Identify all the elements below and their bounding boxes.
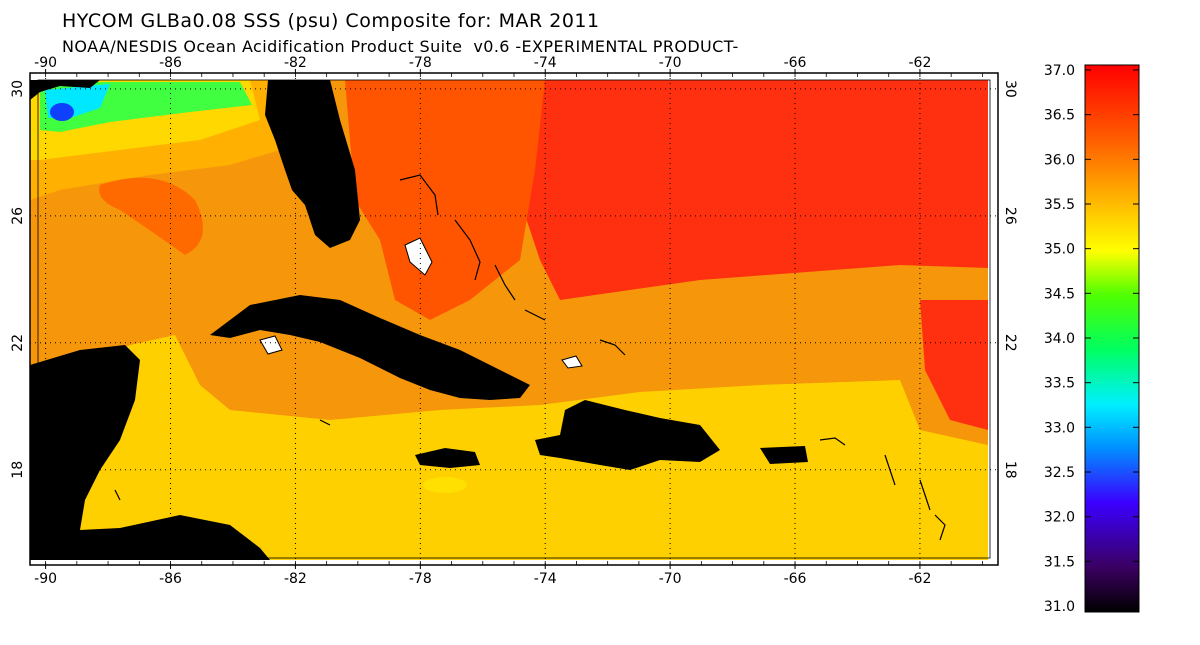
colorbar-label: 33.5 <box>1044 376 1075 392</box>
eastern-red-band <box>920 300 988 430</box>
lon-label-top: -78 <box>409 55 432 71</box>
loop-current-orange <box>99 177 203 255</box>
lon-tick-labels-top: -90 -86 -82 -78 -74 -70 -66 -62 <box>34 55 983 77</box>
lat-label-left: 18 <box>10 461 26 479</box>
caribbean-yellow-region <box>30 335 988 560</box>
lat-label-right: 22 <box>1002 334 1018 352</box>
lon-label-bottom: -74 <box>534 571 557 587</box>
lat-label-right: 26 <box>1002 207 1018 225</box>
lon-label-top: -90 <box>34 55 57 71</box>
jamaica-land <box>415 448 480 468</box>
colorbar-label: 31.5 <box>1044 554 1075 570</box>
map-field <box>30 73 998 565</box>
lat-tick-labels-right: 30 26 22 18 <box>1002 80 1018 479</box>
colorbar-label: 35.0 <box>1044 242 1075 258</box>
colorbar-label: 33.0 <box>1044 420 1075 436</box>
colorbar-label: 36.5 <box>1044 108 1075 124</box>
colorbar-label: 31.0 <box>1044 599 1075 615</box>
lon-label-top: -74 <box>534 55 557 71</box>
lat-label-left: 22 <box>10 334 26 352</box>
lat-label-right: 18 <box>1002 461 1018 479</box>
lat-label-left: 30 <box>10 80 26 98</box>
lat-label-right: 30 <box>1002 80 1018 98</box>
sargasso-red-region <box>520 80 988 300</box>
graticule <box>30 73 998 565</box>
map-title: HYCOM GLBa0.08 SSS (psu) Composite for: … <box>62 10 600 32</box>
colorbar-label: 36.0 <box>1044 152 1075 168</box>
map-subtitle: NOAA/NESDIS Ocean Acidification Product … <box>62 37 739 56</box>
lon-label-bottom: -66 <box>784 571 807 587</box>
lon-tick-labels-bottom: -90 -86 -82 -78 -74 -70 -66 -62 <box>34 561 983 587</box>
yucatan-land <box>30 345 270 560</box>
florida-land <box>265 80 360 248</box>
land-masses <box>30 80 946 560</box>
colorbar-label: 34.5 <box>1044 286 1075 302</box>
lon-label-top: -82 <box>284 55 307 71</box>
gulf-stream-orange <box>345 80 545 320</box>
lon-label-bottom: -86 <box>159 571 182 587</box>
colorbar <box>1084 64 1140 613</box>
mississippi-plume-blue <box>50 103 74 121</box>
lon-label-bottom: -62 <box>908 571 931 587</box>
lat-label-left: 26 <box>10 207 26 225</box>
lon-label-top: -62 <box>908 55 931 71</box>
cuba-land <box>210 295 530 400</box>
lat-tick-labels-left: 30 26 22 18 <box>10 80 26 479</box>
lon-label-bottom: -90 <box>34 571 57 587</box>
lon-label-top: -86 <box>159 55 182 71</box>
colorbar-label: 32.0 <box>1044 510 1075 526</box>
colorbar-label: 34.0 <box>1044 331 1075 347</box>
puerto-rico-land <box>760 446 808 464</box>
colorbar-label: 37.0 <box>1044 63 1075 79</box>
lon-label-bottom: -70 <box>659 571 682 587</box>
colorbar-ticks: 37.0 36.5 36.0 35.5 35.0 34.5 34.0 33.5 33.0 32.5… <box>1044 63 1139 615</box>
lon-label-bottom: -78 <box>409 571 432 587</box>
lon-label-top: -70 <box>659 55 682 71</box>
lon-label-top: -66 <box>784 55 807 71</box>
hispaniola-land <box>535 400 720 470</box>
colorbar-label: 32.5 <box>1044 465 1075 481</box>
lon-label-bottom: -82 <box>284 571 307 587</box>
colorbar-label: 35.5 <box>1044 197 1075 213</box>
